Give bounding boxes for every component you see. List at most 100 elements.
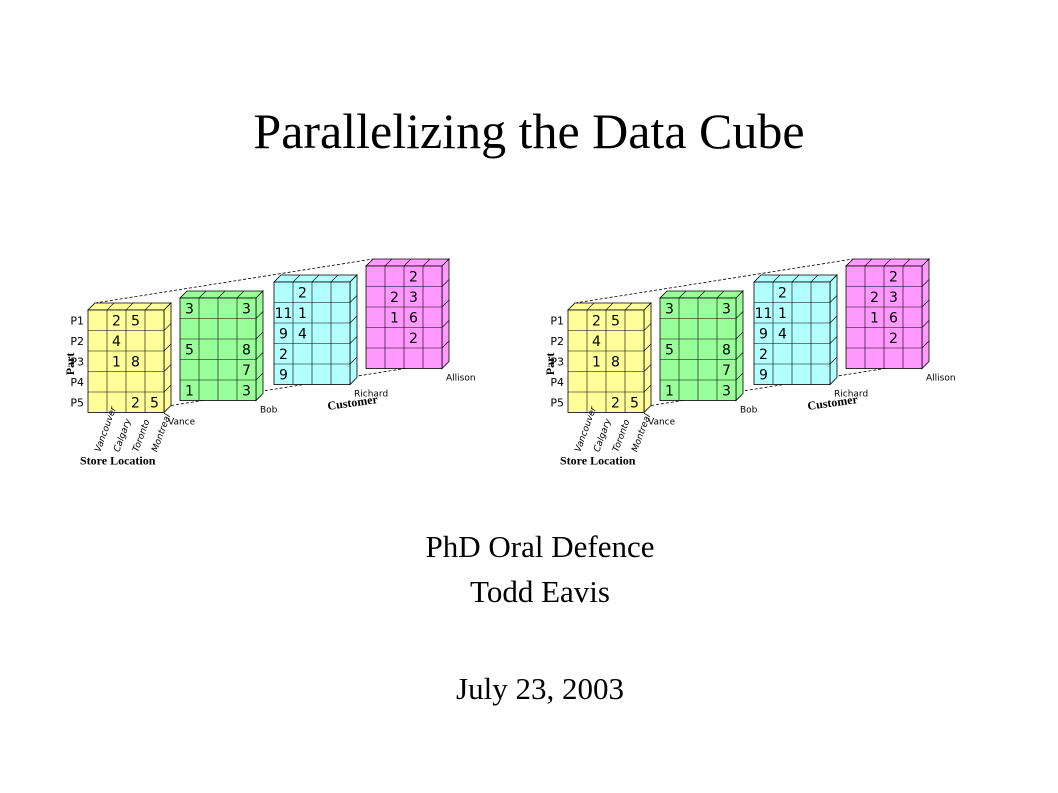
grid-line xyxy=(643,384,652,393)
grid-line xyxy=(605,302,614,311)
cell-value: 2 xyxy=(889,269,898,285)
grid-line xyxy=(403,258,412,267)
grid-line xyxy=(735,372,744,381)
grid-line xyxy=(217,290,226,299)
cell-value: 3 xyxy=(409,290,418,306)
cell-value: 8 xyxy=(131,354,140,370)
layer-side-face xyxy=(163,302,172,414)
slide-title: Parallelizing the Data Cube xyxy=(253,103,805,159)
cell-value: 2 xyxy=(870,290,879,306)
grid-line xyxy=(163,384,172,393)
cell-value: 1 xyxy=(298,306,307,322)
cell-value: 9 xyxy=(279,367,288,383)
grid-line xyxy=(921,279,930,287)
layer-side-face xyxy=(441,258,450,370)
grid-line xyxy=(349,295,358,303)
part-axis-label: Part xyxy=(63,353,77,376)
data-cube-figure-right: 2 2 3 1 6 2 Allison 2 11 1 9 4 2 9 Richard 3 3 5 8 7 1 3 Bob 2 5… xyxy=(540,240,980,480)
cell-value: 2 xyxy=(778,285,787,301)
grid-line xyxy=(735,311,744,319)
cell-value: 9 xyxy=(759,326,768,342)
cell-value: 8 xyxy=(722,342,731,358)
cell-value: 11 xyxy=(755,306,773,322)
store-label: Toronto xyxy=(131,418,152,454)
grid-line xyxy=(255,352,264,360)
grid-line xyxy=(125,302,134,311)
customer-label-allison: Allison xyxy=(926,374,956,384)
cell-value: 3 xyxy=(185,301,194,317)
part-label: P5 xyxy=(550,396,564,409)
cell-value: 11 xyxy=(275,306,293,322)
grid-line xyxy=(144,302,153,311)
cell-value: 1 xyxy=(778,306,787,322)
store-label: Montreal xyxy=(150,412,173,453)
cell-value: 4 xyxy=(592,334,601,350)
perspective-line xyxy=(574,258,854,304)
store-label: Calgary xyxy=(592,417,613,454)
grid-line xyxy=(810,274,819,283)
customer-label-allison: Allison xyxy=(446,374,476,384)
grid-line xyxy=(643,364,652,372)
grid-line xyxy=(311,274,320,283)
grid-line xyxy=(163,364,172,372)
cell-value: 2 xyxy=(611,395,620,411)
cell-value: 6 xyxy=(409,310,418,326)
grid-line xyxy=(441,320,450,328)
layer-side-face xyxy=(255,290,264,402)
grid-line xyxy=(772,274,781,283)
cell-value: 9 xyxy=(279,326,288,342)
grid-line xyxy=(163,343,172,352)
grid-line xyxy=(921,320,930,328)
layer-side-face xyxy=(829,274,838,386)
customer-label-bob: Bob xyxy=(260,406,278,416)
cell-value: 3 xyxy=(889,290,898,306)
cell-value: 6 xyxy=(889,310,898,326)
customer-label-vance: Vance xyxy=(648,418,676,428)
grid-line xyxy=(349,356,358,365)
grid-line xyxy=(829,315,838,324)
cell-value: 4 xyxy=(298,326,307,342)
customer-label-bob: Bob xyxy=(740,406,758,416)
cell-value: 1 xyxy=(870,310,879,326)
cell-value: 3 xyxy=(242,301,251,317)
store-axis-label: Store Location xyxy=(80,454,156,468)
layer-side-face xyxy=(735,290,744,402)
grid-line xyxy=(735,331,744,340)
grid-line xyxy=(791,274,800,283)
cell-value: 2 xyxy=(409,269,418,285)
cell-value: 3 xyxy=(242,383,251,399)
cell-value: 1 xyxy=(390,310,399,326)
grid-line xyxy=(735,352,744,360)
part-label: P4 xyxy=(550,376,564,389)
grid-line xyxy=(921,340,930,349)
cell-value: 2 xyxy=(131,395,140,411)
grid-line xyxy=(697,290,706,299)
cell-value: 2 xyxy=(298,285,307,301)
grid-line xyxy=(716,290,725,299)
cell-value: 3 xyxy=(722,383,731,399)
cell-value: 1 xyxy=(665,383,674,399)
grid-line xyxy=(829,356,838,365)
cell-value: 5 xyxy=(630,395,639,411)
customer-axis-label: Customer xyxy=(326,392,379,413)
grid-line xyxy=(441,340,450,349)
cell-value: 4 xyxy=(112,334,121,350)
layer-side-face xyxy=(921,258,930,370)
grid-line xyxy=(678,290,687,299)
cell-value: 2 xyxy=(112,313,121,329)
cell-value: 5 xyxy=(131,313,140,329)
grid-line xyxy=(384,258,393,267)
cell-value: 4 xyxy=(778,326,787,342)
customer-label-vance: Vance xyxy=(168,418,196,428)
cell-value: 2 xyxy=(759,347,768,363)
cell-value: 5 xyxy=(665,342,674,358)
layer-side-face xyxy=(643,302,652,414)
grid-line xyxy=(624,302,633,311)
grid-line xyxy=(586,302,595,311)
